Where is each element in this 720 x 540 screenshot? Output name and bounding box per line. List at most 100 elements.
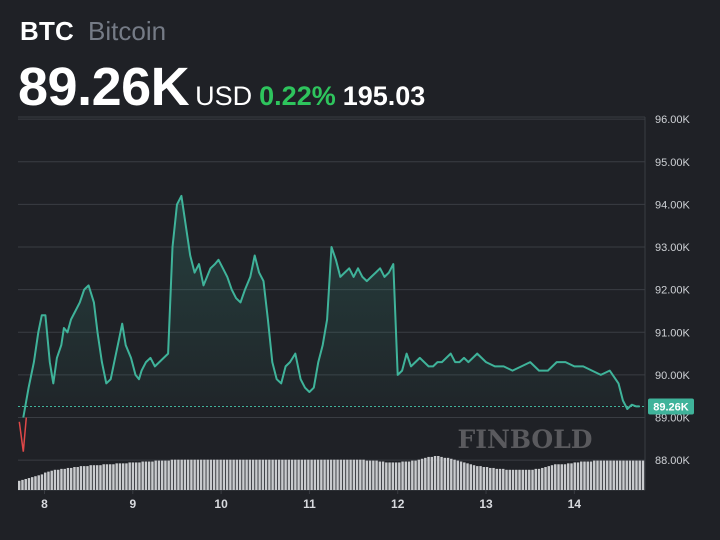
volume-bar [27, 478, 31, 490]
volume-bar [378, 461, 382, 490]
volume-bar [255, 459, 258, 490]
volume-bar [524, 469, 528, 490]
volume-bar [154, 460, 157, 490]
volume-bar [186, 459, 190, 490]
volume-bar [164, 460, 167, 490]
volume-bar [420, 458, 424, 490]
volume-bar [619, 460, 622, 490]
volume-bar [359, 459, 362, 490]
last-price-text: 89.26K [653, 401, 689, 413]
volume-bar [86, 466, 89, 490]
y-tick-label: 93.00K [655, 242, 691, 254]
volume-bar [56, 469, 60, 490]
x-tick-label: 10 [214, 497, 228, 511]
volume-bar [258, 459, 261, 490]
volume-bar [352, 459, 356, 490]
volume-bar [469, 464, 473, 490]
volume-bar [381, 461, 385, 490]
last-price-label: 89.26K [648, 398, 694, 415]
volume-bar [63, 468, 66, 490]
volume-bar [248, 459, 252, 490]
volume-bar [79, 466, 83, 490]
y-tick-label: 88.00K [655, 455, 691, 467]
volume-bar [580, 461, 583, 490]
volume-bar [69, 467, 73, 490]
volume-bar [437, 456, 440, 490]
volume-bar [641, 460, 645, 490]
volume-bar [40, 474, 44, 490]
volume-bar [544, 467, 547, 490]
last-price-badge [648, 398, 694, 415]
volume-bar [18, 480, 21, 490]
volume-bar [593, 460, 596, 490]
volume-bar [537, 468, 541, 490]
volume-bar [141, 461, 144, 490]
volume-bar [388, 462, 391, 490]
volume-bar [21, 479, 24, 490]
price-header: 89.26K USD 0.22% 195.03 [18, 56, 425, 118]
volume-bar [355, 459, 359, 490]
volume-bar [398, 462, 401, 490]
volume-bar [34, 476, 37, 490]
volume-bar [232, 459, 235, 490]
volume-bar [216, 459, 219, 490]
volume-bar [586, 461, 589, 490]
volume-bar [365, 460, 369, 490]
volume-bar [589, 461, 593, 490]
volume-bar [482, 467, 486, 490]
volume-bar [563, 464, 567, 490]
volume-bar [118, 463, 122, 490]
y-tick-label: 95.00K [655, 157, 691, 169]
volume-bar [489, 467, 492, 490]
volume-bar [147, 461, 151, 490]
volume-bar [73, 467, 76, 490]
volume-bar [606, 460, 609, 490]
volume-bar [50, 470, 53, 490]
y-tick-label: 89.00K [655, 413, 691, 425]
volume-bar [346, 459, 349, 490]
x-tick-label: 14 [568, 497, 582, 511]
volume-bar [391, 462, 395, 490]
volume-bar [112, 464, 115, 490]
volume-bar [121, 463, 125, 490]
volume-bar [528, 469, 531, 490]
current-price: 89.26K [18, 57, 190, 117]
volume-bar [323, 459, 326, 490]
volume-bar [82, 466, 86, 490]
volume-bar [547, 466, 550, 490]
volume-bar [160, 460, 164, 490]
volume-bar [531, 469, 534, 490]
volume-bar [294, 459, 297, 490]
volume-bar [277, 459, 281, 490]
y-tick-label: 92.00K [655, 285, 691, 297]
volume-bars [18, 456, 645, 490]
volume-bar [385, 462, 388, 490]
volume-bar [541, 467, 544, 490]
volume-bar [339, 459, 343, 490]
volume-bar [638, 460, 641, 490]
volume-bar [498, 468, 502, 490]
volume-bar [485, 467, 489, 490]
volume-bar [47, 471, 50, 490]
volume-bar [430, 456, 434, 490]
volume-bar [628, 460, 632, 490]
volume-bar [615, 460, 619, 490]
volume-bar [209, 459, 213, 490]
volume-bar [521, 469, 524, 490]
volume-bar [37, 475, 40, 490]
volume-bar [554, 464, 557, 490]
volume-bar [625, 460, 628, 490]
volume-bar [284, 459, 287, 490]
y-axis: 88.00K 89.00K 90.00K 91.00K 92.00K 93.00K 94.0… [655, 114, 691, 467]
coin-name: Bitcoin [88, 16, 167, 46]
volume-bar [459, 461, 463, 490]
volume-bar [128, 462, 131, 490]
volume-bar [108, 464, 112, 490]
volume-bar [167, 460, 170, 490]
volume-bar [144, 461, 148, 490]
volume-bar [632, 460, 635, 490]
volume-bar [463, 462, 466, 490]
x-tick-label: 8 [41, 497, 48, 511]
volume-bar [602, 460, 606, 490]
volume-bar [411, 460, 414, 490]
